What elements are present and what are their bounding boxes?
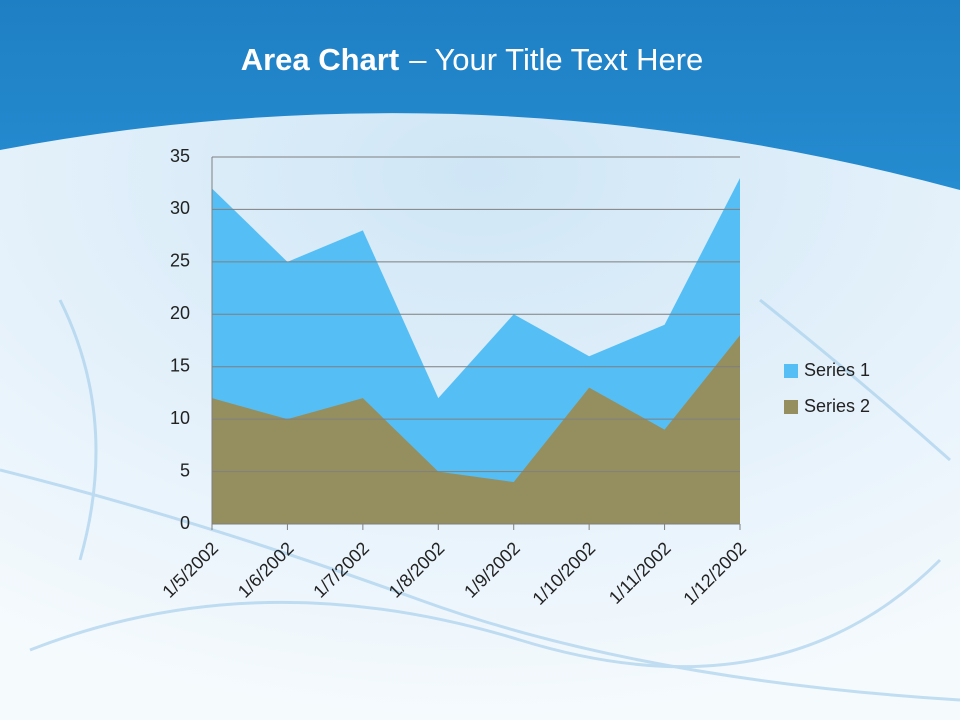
y-tick-label: 5 [180, 460, 190, 480]
y-tick-label: 30 [170, 198, 190, 218]
network-decoration [0, 298, 960, 702]
y-tick-label: 25 [170, 251, 190, 271]
y-tick-label: 10 [170, 408, 190, 428]
legend-label: Series 1 [804, 360, 870, 380]
legend-label: Series 2 [804, 396, 870, 416]
slide-title: Area Chart – Your Title Text Here [241, 42, 704, 77]
area [212, 335, 740, 524]
legend-swatch [784, 364, 798, 378]
y-tick-label: 0 [180, 513, 190, 533]
y-tick-label: 35 [170, 146, 190, 166]
y-tick-label: 15 [170, 355, 190, 375]
title-bold: Area Chart [241, 42, 400, 77]
legend-swatch [784, 400, 798, 414]
title-rest: – Your Title Text Here [409, 42, 703, 77]
y-tick-label: 20 [170, 303, 190, 323]
